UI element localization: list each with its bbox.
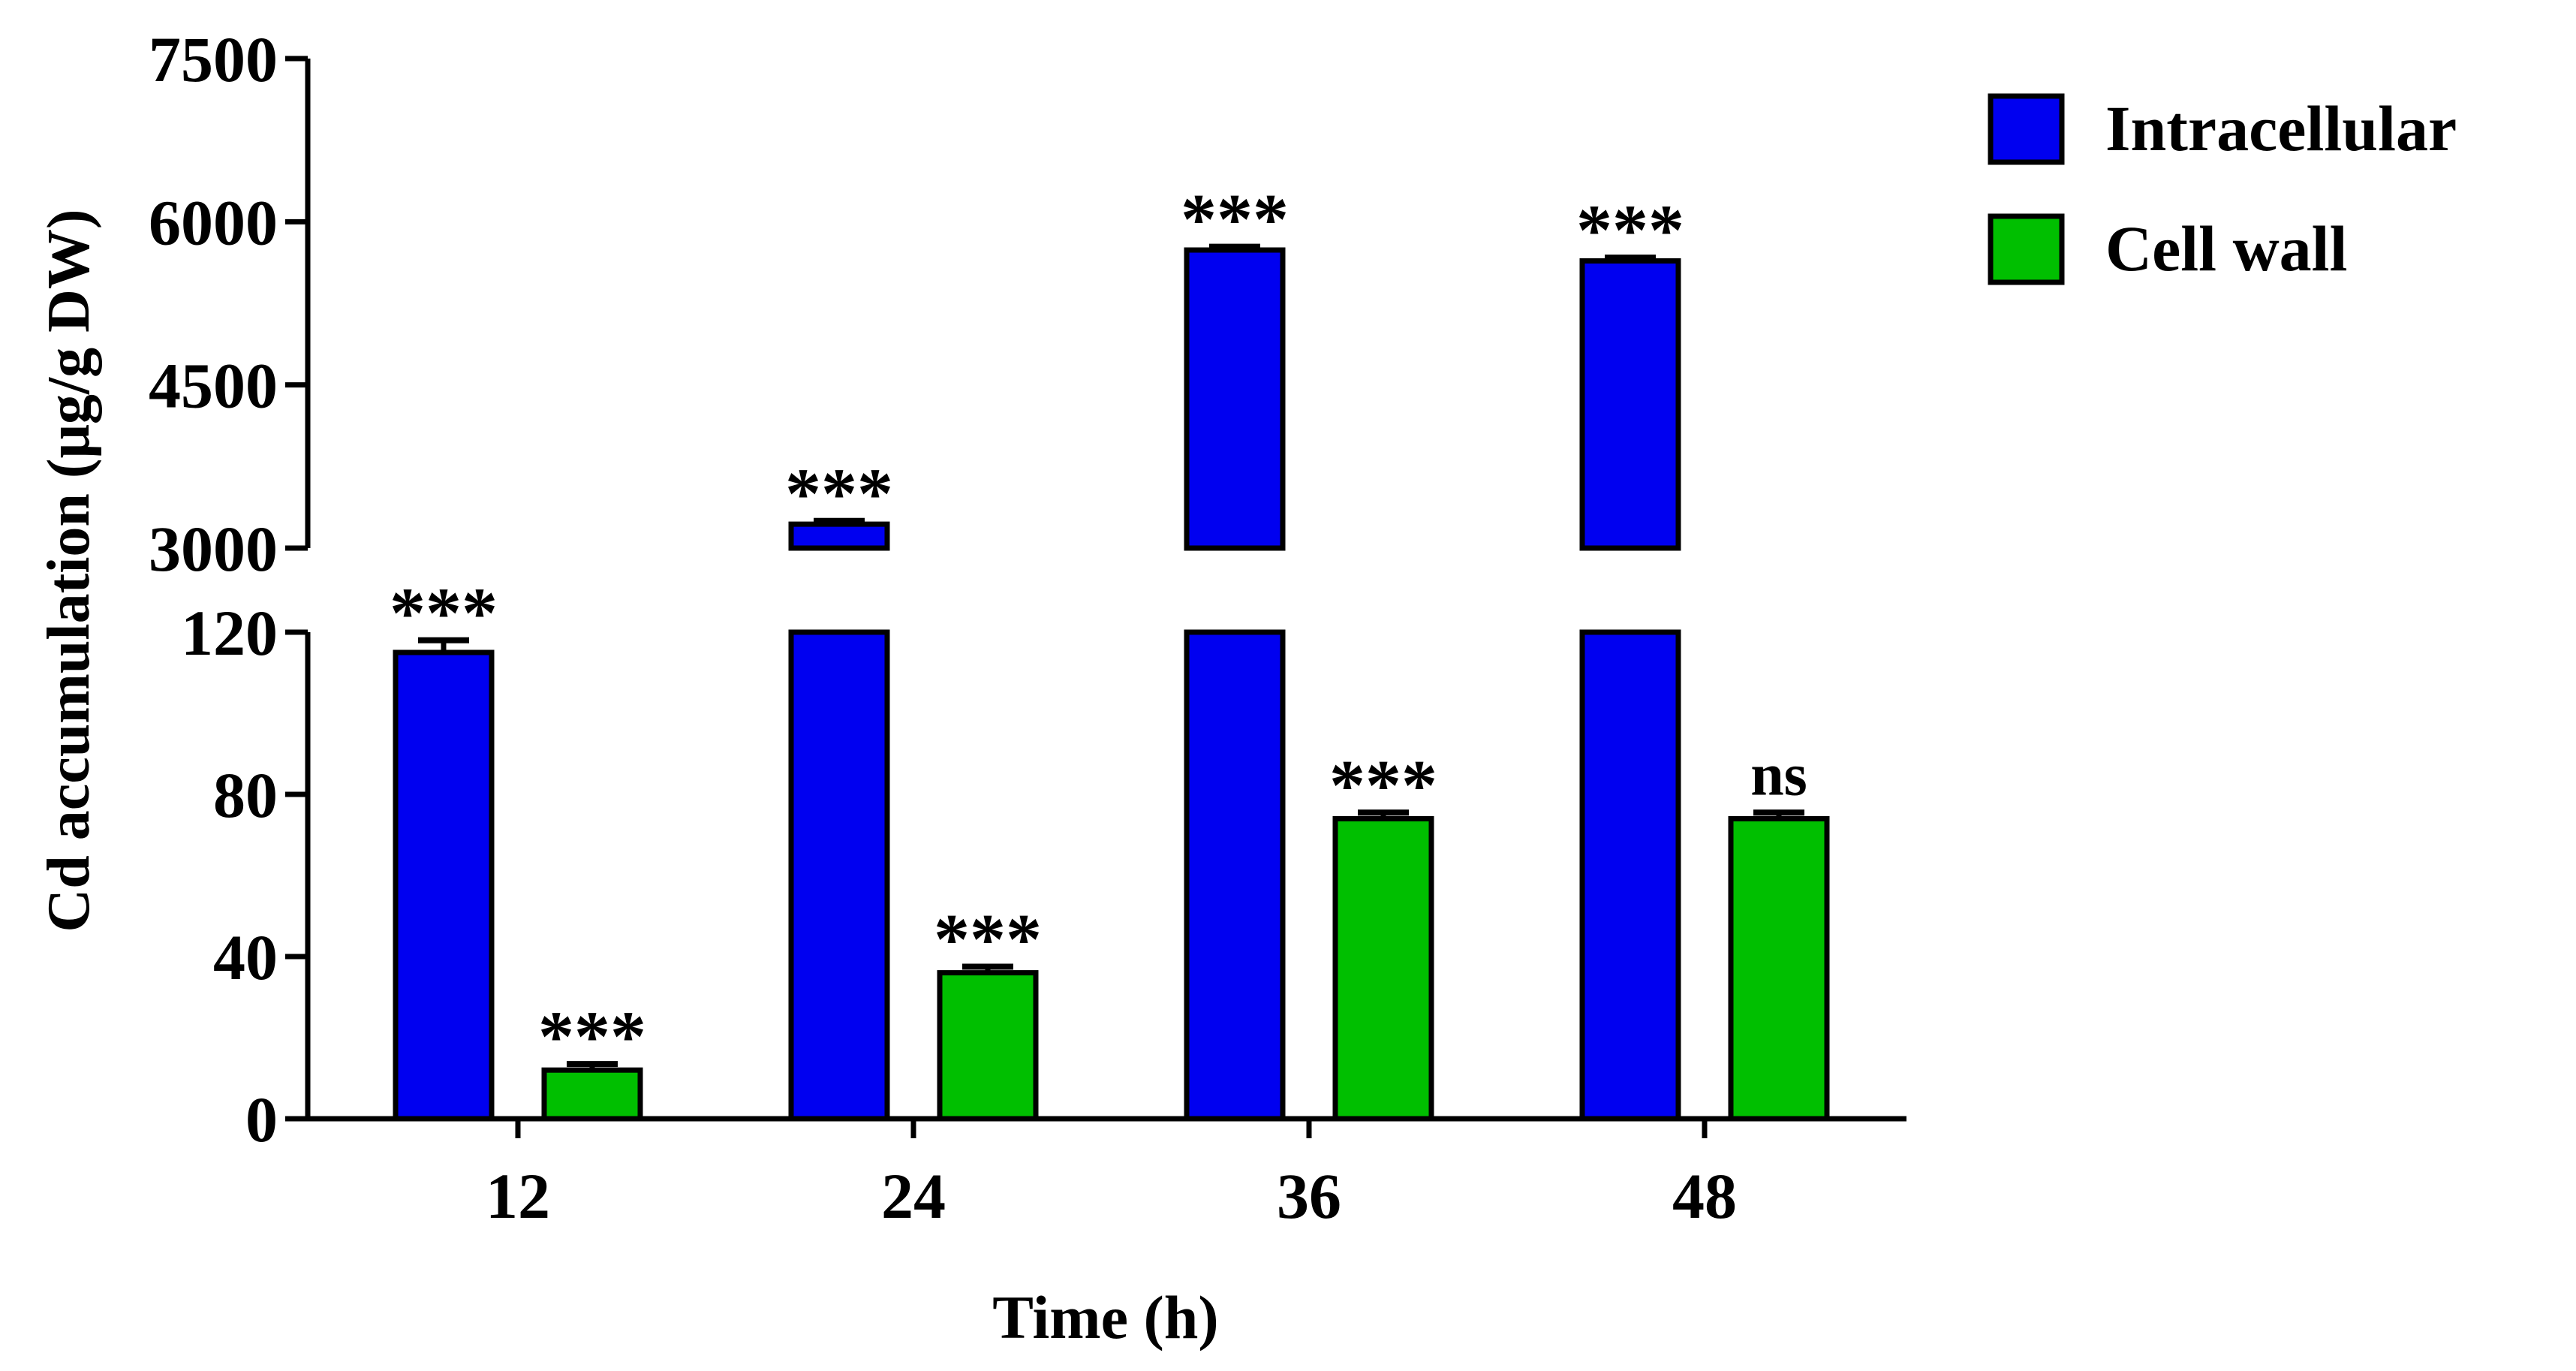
error-bar-intracellular-12	[418, 637, 469, 652]
significance-label-intracellular-36: ***	[1181, 179, 1289, 260]
y-tick-label-7500: 7500	[149, 23, 278, 95]
bar-cell-wall-48	[1728, 815, 1830, 1122]
legend-label-cell-wall: Cell wall	[2105, 212, 2347, 285]
legend-swatch-intracellular	[1988, 93, 2065, 165]
significance-label-cell-wall-24: ***	[934, 899, 1042, 980]
error-bar-intracellular-24	[814, 517, 865, 525]
legend-swatch-cell-wall	[1988, 213, 2065, 285]
y-tick-label-0: 0	[245, 1083, 278, 1156]
error-bar-cell-wall-12	[567, 1061, 618, 1071]
error-bar-intracellular-36	[1209, 243, 1260, 251]
y-tick-label-6000: 6000	[149, 186, 278, 258]
y-tick-label-3000: 3000	[149, 513, 278, 585]
x-tick-label-24: 24	[881, 1160, 946, 1232]
bar-intracellular-36-upper	[1184, 247, 1286, 551]
x-tick-label-12: 12	[486, 1160, 550, 1232]
x-tick-label-36: 36	[1277, 1160, 1341, 1232]
bar-cell-wall-36	[1332, 815, 1434, 1122]
error-bar-cell-wall-36	[1358, 809, 1409, 819]
y-tick-label-80: 80	[213, 759, 278, 831]
error-bar-cell-wall-24	[962, 963, 1013, 973]
y-tick-label-120: 120	[181, 597, 278, 669]
error-bar-intracellular-48	[1605, 255, 1656, 261]
bar-cell-wall-24	[937, 970, 1039, 1122]
significance-label-intracellular-24: ***	[785, 453, 893, 534]
error-bar-cell-wall-48	[1753, 809, 1804, 819]
bar-cell-wall-12	[541, 1067, 643, 1122]
bar-intracellular-48-lower	[1579, 629, 1681, 1122]
x-tick-label-48: 48	[1672, 1160, 1737, 1232]
bar-intracellular-12	[393, 649, 495, 1122]
significance-label-intracellular-12: ***	[390, 573, 498, 653]
significance-label-intracellular-48: ***	[1576, 190, 1684, 270]
bar-intracellular-24-lower	[788, 629, 890, 1122]
y-axis-label: Cd accumulation (μg/g DW)	[36, 209, 102, 932]
x-axis-label: Time (h)	[992, 1283, 1218, 1351]
significance-label-cell-wall-36: ***	[1329, 745, 1437, 825]
y-tick-label-40: 40	[213, 921, 278, 993]
legend-label-intracellular: Intracellular	[2105, 92, 2457, 164]
significance-label-cell-wall-12: ***	[538, 996, 646, 1077]
significance-label-cell-wall-48: ns	[1750, 742, 1807, 808]
bar-intracellular-36-lower	[1184, 629, 1286, 1122]
bar-intracellular-48-upper	[1579, 258, 1681, 551]
y-tick-label-4500: 4500	[149, 350, 278, 422]
